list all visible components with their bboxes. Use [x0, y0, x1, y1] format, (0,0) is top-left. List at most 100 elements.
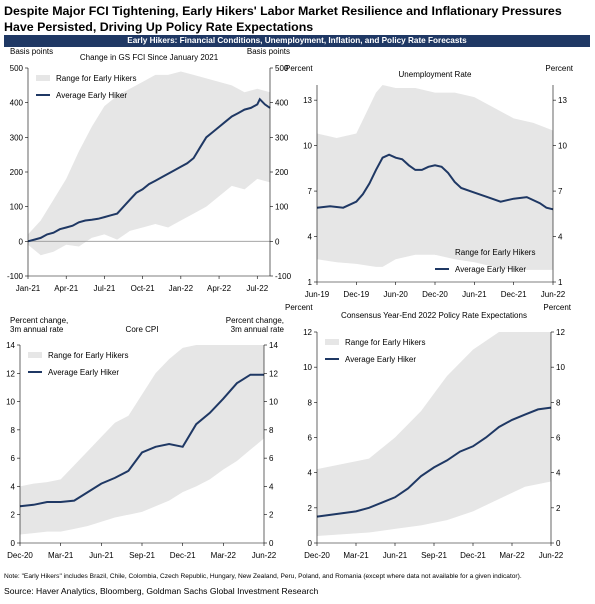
unemployment-ytick-label-left: 10 [303, 142, 312, 151]
cpi-ytick-label-left: 8 [11, 426, 16, 435]
fci-ytick-label-left: 100 [10, 203, 24, 212]
policy-title: Consensus Year-End 2022 Policy Rate Expe… [341, 311, 527, 320]
cpi-ytick-label-left: 10 [6, 398, 15, 407]
cpi-ylabel-left: Percent change, [10, 316, 68, 325]
fci-ytick-label-right: 0 [275, 237, 280, 246]
unemployment-xtick-label: Dec-19 [343, 290, 369, 299]
cpi-ytick-label-right: 2 [269, 511, 274, 520]
fci-ytick-label-right: 500 [275, 64, 289, 73]
unemployment-xtick-label: Dec-20 [422, 290, 448, 299]
policy-legend-line-label: Average Early Hiker [345, 355, 416, 364]
unemployment-average-line [316, 153, 554, 211]
unemployment-legend-band-label: Range for Early Hikers [455, 248, 535, 257]
fci-ytick-label-right: 200 [275, 168, 289, 177]
unemployment-ytick-label-left: 7 [308, 187, 313, 196]
policy-range-band [317, 332, 551, 536]
cpi-xtick-label: Sep-21 [129, 551, 155, 560]
fci-ylabel-left: Basis points [10, 47, 53, 56]
cpi-ylabel-right: Percent change, [226, 316, 284, 325]
policy-xtick-label: Jun-22 [539, 551, 564, 560]
cpi-ylabel-right: 3m annual rate [231, 325, 285, 334]
cpi-xtick-label: Dec-20 [7, 551, 33, 560]
cpi-legend-line-label: Average Early Hiker [48, 368, 119, 377]
policy-legend-band-swatch [325, 339, 339, 345]
policy-ylabel-right: Percent [543, 303, 571, 312]
unemployment-ytick-label-left: 13 [303, 96, 312, 105]
unemployment-ytick-label-right: 4 [558, 233, 563, 242]
fci-ytick-label-right: 100 [275, 203, 289, 212]
policy-ylabel-left: Percent [285, 303, 313, 312]
unemployment-xtick-label: Jun-21 [462, 290, 487, 299]
unemployment-xtick-label: Jun-22 [541, 290, 566, 299]
fci-ytick-label-right: 400 [275, 99, 289, 108]
policy-ytick-label-left: 8 [308, 398, 313, 407]
fci-title: Change in GS FCI Since January 2021 [80, 53, 219, 62]
fci-xtick-label: Jan-21 [16, 284, 41, 293]
cpi-ytick-label-right: 8 [269, 426, 274, 435]
fci-xtick-label: Oct-21 [131, 284, 156, 293]
fci-ytick-label-left: 300 [10, 133, 24, 142]
unemployment-legend-line-label: Average Early Hiker [455, 265, 526, 274]
fci-xtick-label: Jan-22 [169, 284, 194, 293]
footnote: Note: "Early Hikers" includes Brazil, Ch… [4, 573, 522, 580]
cpi-ytick-label-left: 0 [11, 539, 16, 548]
fci-ytick-label-left: 400 [10, 99, 24, 108]
cpi-xtick-label: Dec-21 [170, 551, 196, 560]
cpi-legend-band-swatch [28, 352, 42, 358]
fci-legend-band-label: Range for Early Hikers [56, 74, 136, 83]
cpi-ytick-label-left: 2 [11, 511, 16, 520]
unemployment-title: Unemployment Rate [399, 70, 472, 79]
policy-ytick-label-left: 6 [308, 434, 313, 443]
unemployment-xtick-label: Jun-19 [305, 290, 330, 299]
cpi-range-band [20, 345, 264, 535]
fci-average-line [27, 97, 271, 243]
unemployment-xtick-label: Jun-20 [383, 290, 408, 299]
cpi-xtick-label: Mar-21 [48, 551, 74, 560]
fci-xtick-label: Apr-22 [207, 284, 232, 293]
fci-legend-line-label: Average Early Hiker [56, 91, 127, 100]
fci-ytick-label-right: 300 [275, 133, 289, 142]
unemployment-ytick-label-left: 4 [308, 233, 313, 242]
cpi-average-line [19, 373, 264, 508]
fci-ylabel-right: Basis points [247, 47, 290, 56]
unemployment-legend-band-swatch [435, 249, 449, 255]
unemployment-ytick-label-right: 10 [558, 142, 567, 151]
policy-ytick-label-right: 10 [556, 363, 565, 372]
unemployment-ylabel-left: Percent [285, 64, 313, 73]
policy-xtick-label: Dec-20 [304, 551, 330, 560]
cpi-ytick-label-right: 10 [269, 398, 278, 407]
page-title: Despite Major FCI Tightening, Early Hike… [4, 4, 562, 34]
cpi-title: Core CPI [126, 325, 159, 334]
policy-xtick-label: Dec-21 [460, 551, 486, 560]
fci-ytick-label-left: 200 [10, 168, 24, 177]
cpi-ytick-label-right: 0 [269, 539, 274, 548]
cpi-ytick-label-left: 12 [6, 369, 15, 378]
policy-ytick-label-right: 2 [556, 504, 561, 513]
unemployment-ytick-label-right: 1 [558, 278, 563, 287]
policy-ytick-label-right: 6 [556, 434, 561, 443]
policy-ytick-label-right: 12 [556, 328, 565, 337]
fci-legend-band-swatch [36, 75, 50, 81]
cpi-ylabel-left: 3m annual rate [10, 325, 64, 334]
fci-xtick-label: Jul-22 [246, 284, 268, 293]
fci-ytick-label-left: -100 [7, 272, 24, 281]
fci-ytick-label-left: 0 [19, 237, 24, 246]
cpi-ytick-label-left: 14 [6, 341, 15, 350]
policy-ytick-label-left: 4 [308, 469, 313, 478]
cpi-ytick-label-right: 6 [269, 454, 274, 463]
section-banner: Early Hikers: Financial Conditions, Unem… [4, 35, 590, 47]
cpi-xtick-label: Jun-22 [252, 551, 277, 560]
policy-xtick-label: Mar-22 [499, 551, 525, 560]
policy-xtick-label: Sep-21 [421, 551, 447, 560]
unemployment-ylabel-right: Percent [545, 64, 573, 73]
policy-average-line [316, 406, 552, 518]
unemployment-ytick-label-right: 7 [558, 187, 563, 196]
source-note: Source: Haver Analytics, Bloomberg, Gold… [4, 586, 319, 596]
fci-ytick-label-right: -100 [275, 272, 292, 281]
policy-legend-band-label: Range for Early Hikers [345, 338, 425, 347]
policy-ytick-label-right: 4 [556, 469, 561, 478]
unemployment-ytick-label-right: 13 [558, 96, 567, 105]
policy-ytick-label-left: 0 [308, 539, 313, 548]
fci-xtick-label: Jul-21 [94, 284, 116, 293]
policy-ytick-label-left: 2 [308, 504, 313, 513]
